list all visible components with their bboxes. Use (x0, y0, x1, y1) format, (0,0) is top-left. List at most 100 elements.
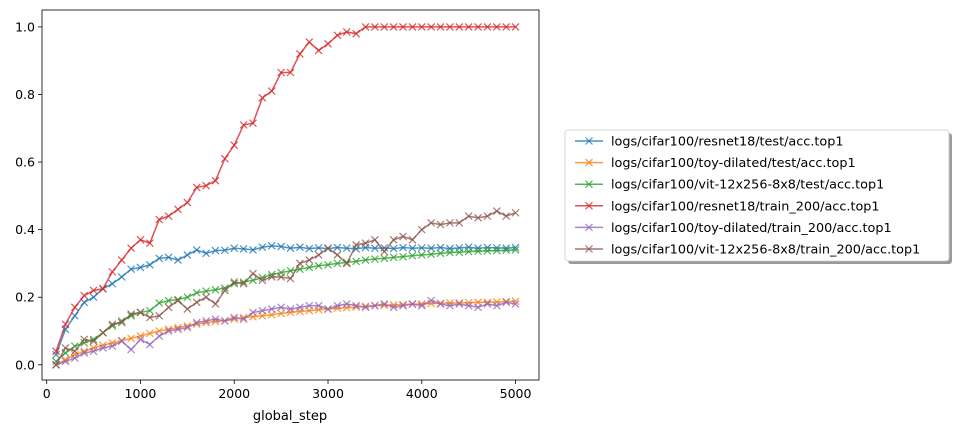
legend-marker (585, 137, 593, 145)
data-point (99, 328, 107, 337)
data-point (305, 263, 314, 272)
data-point (108, 279, 117, 288)
data-point (249, 269, 257, 278)
data-point (474, 247, 482, 256)
data-point (361, 302, 370, 311)
data-point (305, 256, 314, 264)
data-point (211, 176, 220, 185)
data-point (267, 273, 276, 281)
data-point (464, 301, 473, 310)
x-tick-label: 0 (43, 386, 51, 401)
data-point (427, 296, 436, 305)
data-point (145, 329, 154, 338)
data-point (117, 337, 126, 346)
axes-frame (41, 9, 540, 381)
data-point (389, 22, 398, 31)
data-point (211, 285, 220, 294)
data-point (483, 243, 492, 252)
data-point (314, 251, 323, 259)
data-point (474, 22, 482, 31)
legend-entry: logs/cifar100/resnet18/train_200/acc.top… (575, 199, 880, 214)
data-point (324, 39, 332, 48)
data-point (61, 343, 70, 352)
legend-label: logs/cifar100/vit-12x256-8x8/train_200/a… (611, 243, 920, 258)
data-point (370, 244, 379, 253)
data-point (52, 347, 60, 356)
data-point (455, 300, 464, 308)
data-point (502, 298, 511, 307)
data-point (417, 22, 426, 31)
data-point (502, 246, 511, 255)
data-point (230, 313, 239, 322)
data-point (436, 243, 445, 252)
data-point (474, 213, 482, 222)
data-point (80, 349, 89, 357)
legend-marker (585, 180, 593, 189)
data-point (239, 313, 248, 322)
y-tick-label: 0.0 (15, 357, 35, 372)
data-point (164, 327, 173, 335)
data-point (155, 215, 164, 224)
data-point (399, 232, 407, 241)
data-point (220, 246, 229, 255)
data-point (202, 293, 211, 302)
data-point (370, 235, 379, 244)
data-point (333, 31, 342, 40)
data-point (164, 212, 173, 221)
data-point (249, 119, 257, 128)
data-point (492, 207, 501, 215)
data-point (211, 300, 220, 308)
data-point (174, 256, 182, 264)
data-point (408, 244, 417, 253)
data-point (108, 320, 117, 329)
data-point (145, 313, 154, 322)
data-point (408, 22, 417, 31)
x-tick-label: 1000 (125, 386, 157, 401)
y-tick-label: 0.4 (15, 222, 35, 237)
data-point (492, 301, 501, 310)
data-point (249, 276, 257, 285)
data-point (483, 246, 492, 255)
data-point (389, 303, 398, 312)
data-point (258, 243, 267, 252)
data-point (239, 244, 248, 253)
data-point (314, 301, 323, 310)
legend-entry: logs/cifar100/resnet18/test/acc.top1 (575, 135, 844, 150)
data-point (417, 243, 426, 252)
data-point (436, 22, 445, 31)
x-tick-label: 4000 (406, 386, 438, 401)
data-point (99, 343, 107, 352)
x-tick-label: 3000 (312, 386, 344, 401)
series-3 (52, 22, 520, 356)
data-point (380, 247, 389, 256)
data-point (183, 323, 192, 332)
data-point (314, 243, 323, 252)
data-point (230, 244, 239, 253)
legend-marker (585, 158, 593, 167)
data-point (220, 154, 229, 163)
data-point (220, 316, 229, 325)
data-point (192, 288, 201, 297)
data-point (408, 235, 417, 244)
data-point (155, 332, 164, 340)
data-point (464, 247, 473, 256)
data-point (399, 301, 407, 310)
data-point (305, 244, 314, 253)
data-point (511, 208, 520, 217)
legend-box (564, 129, 950, 262)
data-point (136, 235, 145, 244)
data-point (239, 120, 248, 129)
data-point (183, 293, 192, 302)
data-point (267, 241, 276, 250)
data-point (436, 300, 445, 308)
data-point (174, 325, 182, 334)
data-point (502, 212, 511, 221)
data-point (155, 299, 164, 307)
data-point (192, 318, 201, 327)
data-point (117, 256, 126, 264)
data-point (483, 22, 492, 31)
data-point (492, 22, 501, 31)
data-point (249, 245, 257, 254)
series-line (55, 300, 516, 366)
data-point (220, 284, 229, 293)
